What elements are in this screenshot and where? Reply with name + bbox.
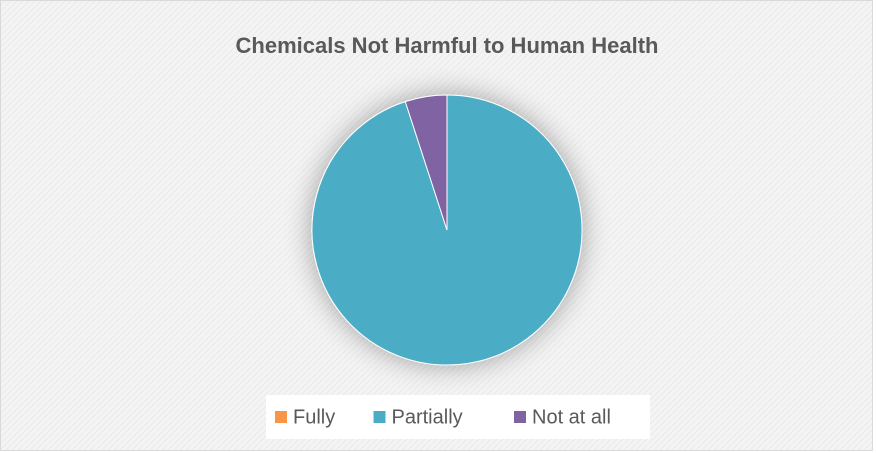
legend-label: Not at all — [532, 406, 611, 428]
pie-slice — [404, 94, 448, 231]
legend-swatch — [514, 411, 526, 423]
legend-swatch — [275, 411, 287, 423]
legend-swatch — [373, 411, 386, 423]
legend-label: Fully — [293, 406, 335, 428]
legend-label: Partially — [392, 406, 463, 428]
pie — [311, 94, 583, 366]
legend-background — [266, 395, 650, 439]
chart-title: Chemicals Not Harmful to Human Health — [236, 33, 659, 58]
